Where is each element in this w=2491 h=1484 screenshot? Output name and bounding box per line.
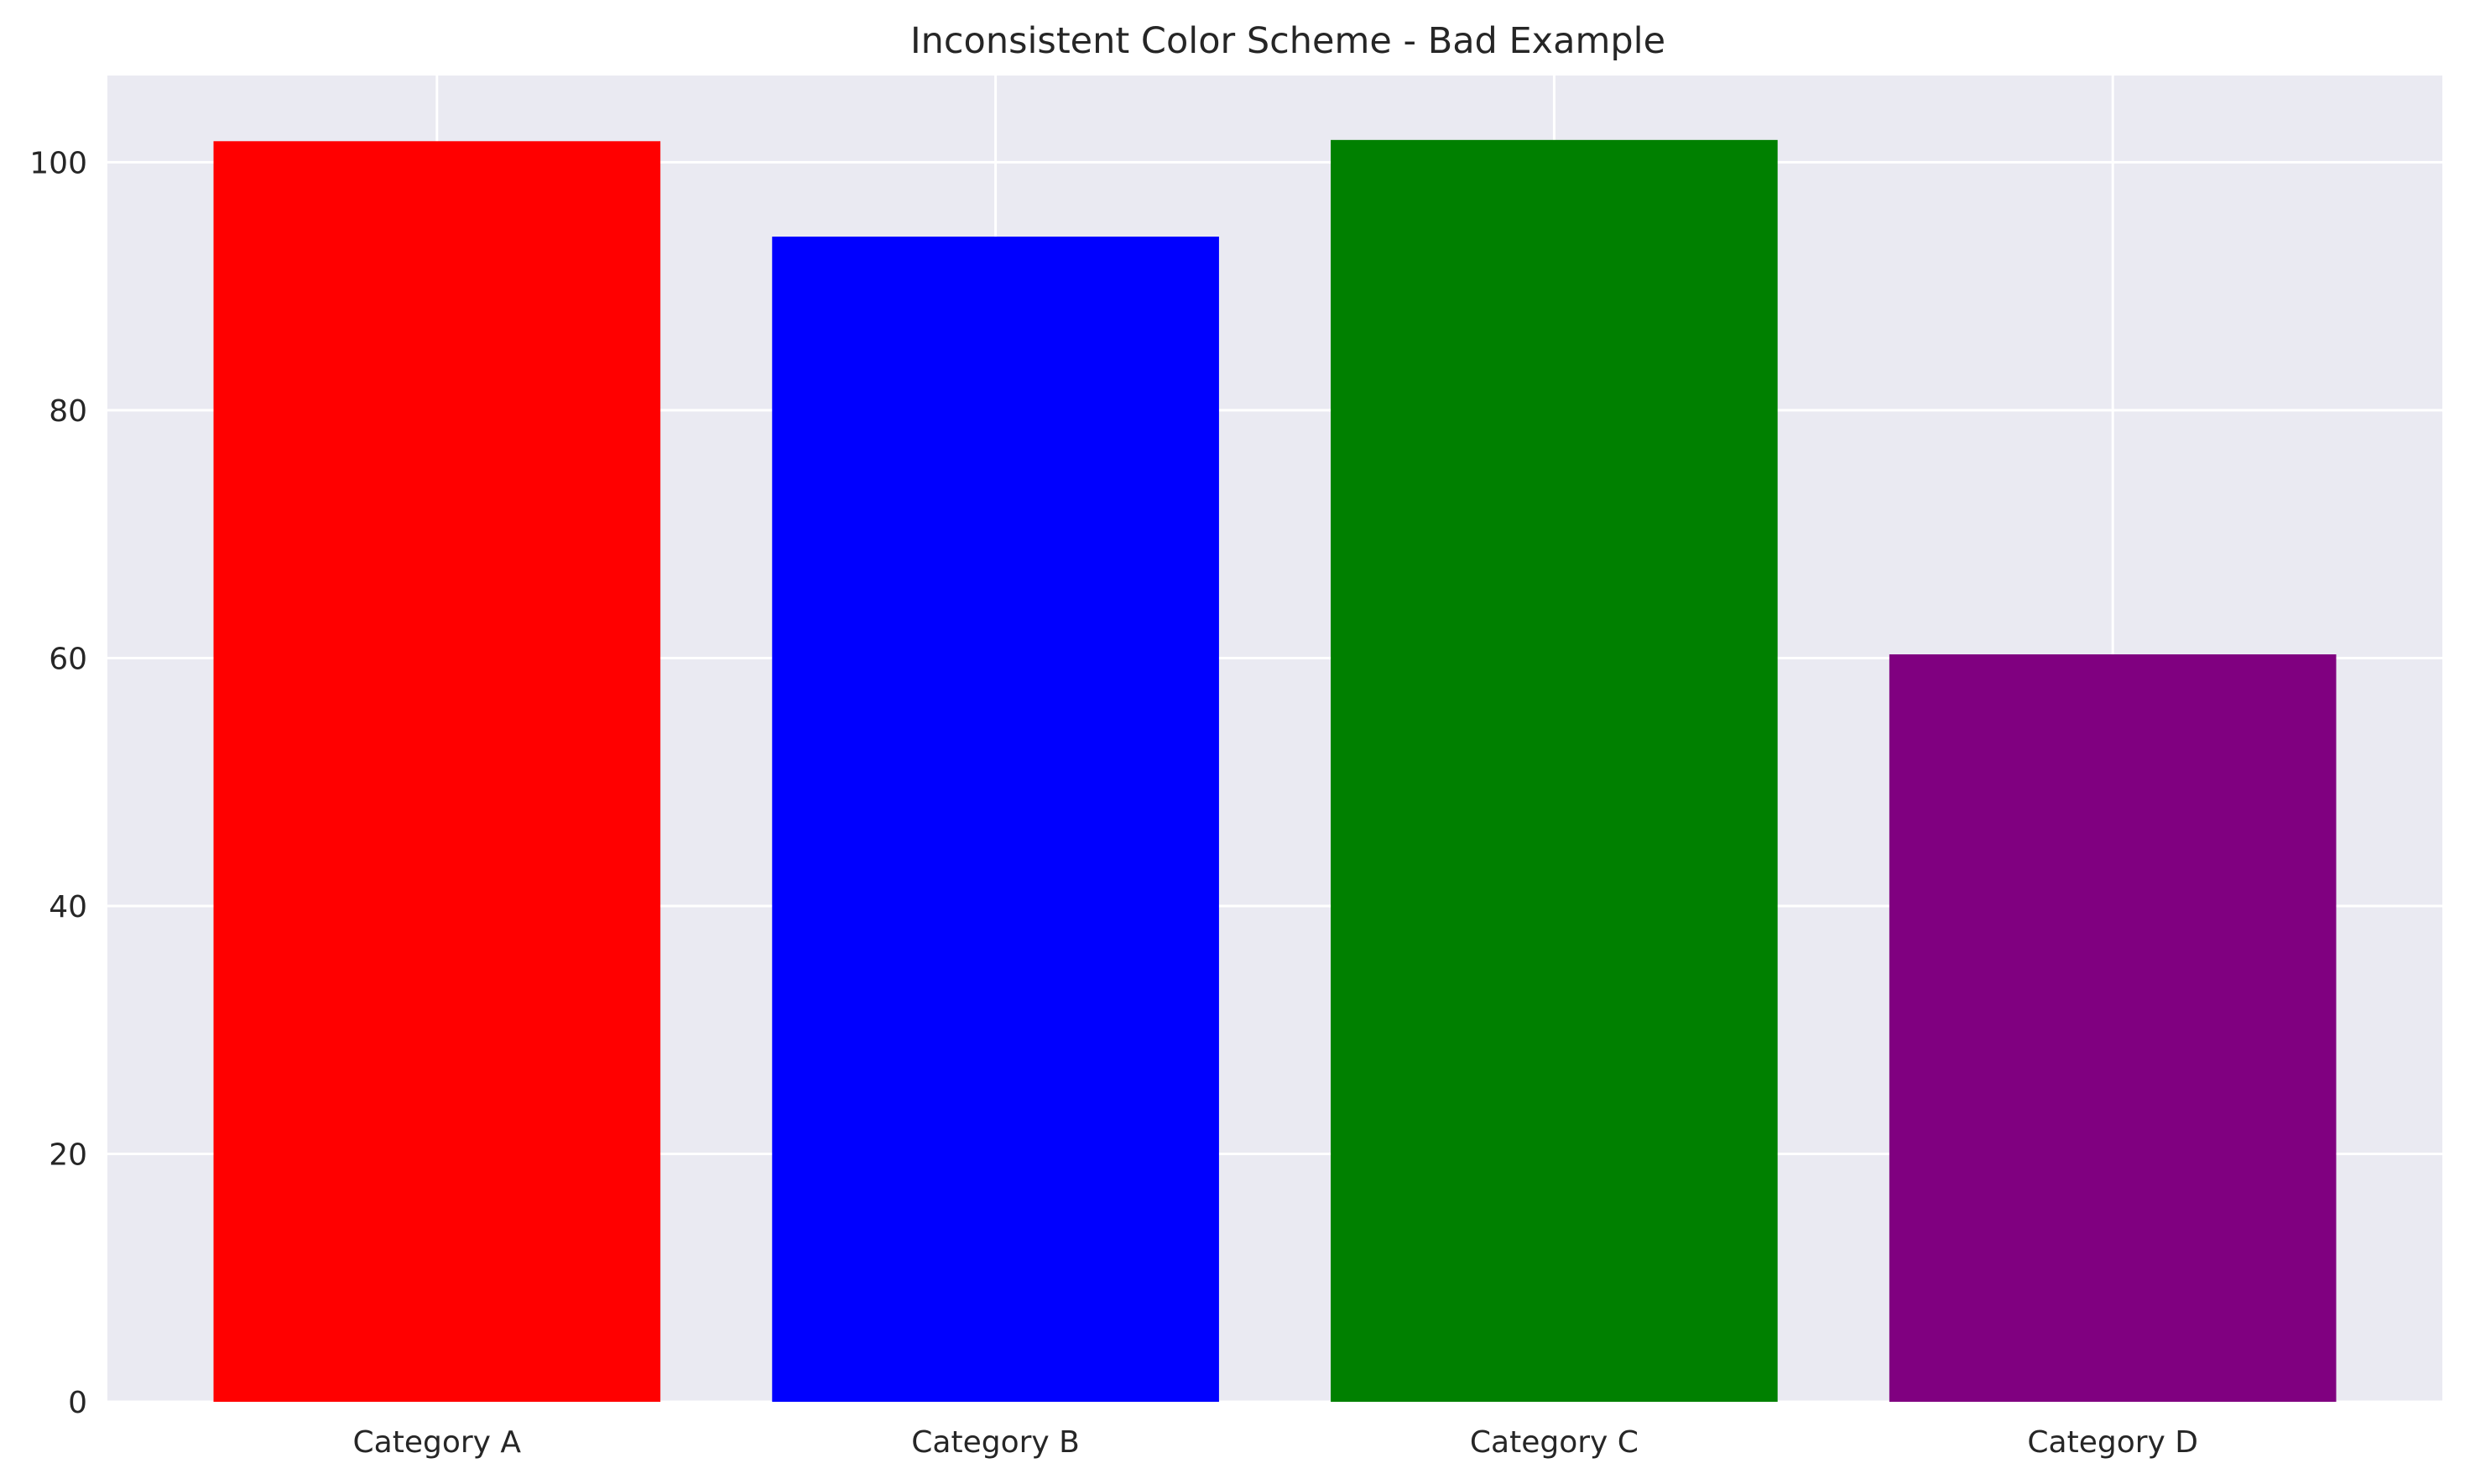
x-tick-label: Category B: [911, 1425, 1080, 1460]
y-tick-label: 80: [49, 394, 87, 429]
bar-category-b: [772, 237, 1219, 1402]
bars: [213, 139, 2337, 1403]
y-axis-tick-labels: 0 20 40 60 80 100: [29, 146, 87, 1420]
y-tick-label: 0: [68, 1386, 87, 1420]
chart-title: Inconsistent Color Scheme - Bad Example: [910, 20, 1665, 62]
x-axis-tick-labels: Category A Category B Category C Category D: [353, 1425, 2198, 1460]
bar-category-a: [213, 141, 661, 1402]
x-tick-label: Category D: [2027, 1425, 2198, 1460]
x-tick-label: Category A: [353, 1425, 522, 1460]
x-tick-label: Category C: [1470, 1425, 1639, 1460]
y-tick-label: 20: [49, 1138, 87, 1172]
y-tick-label: 100: [29, 146, 87, 180]
y-tick-label: 60: [49, 642, 87, 676]
bar-category-c: [1331, 139, 1778, 1403]
y-tick-label: 40: [49, 890, 87, 924]
bar-category-d: [1889, 654, 2337, 1402]
